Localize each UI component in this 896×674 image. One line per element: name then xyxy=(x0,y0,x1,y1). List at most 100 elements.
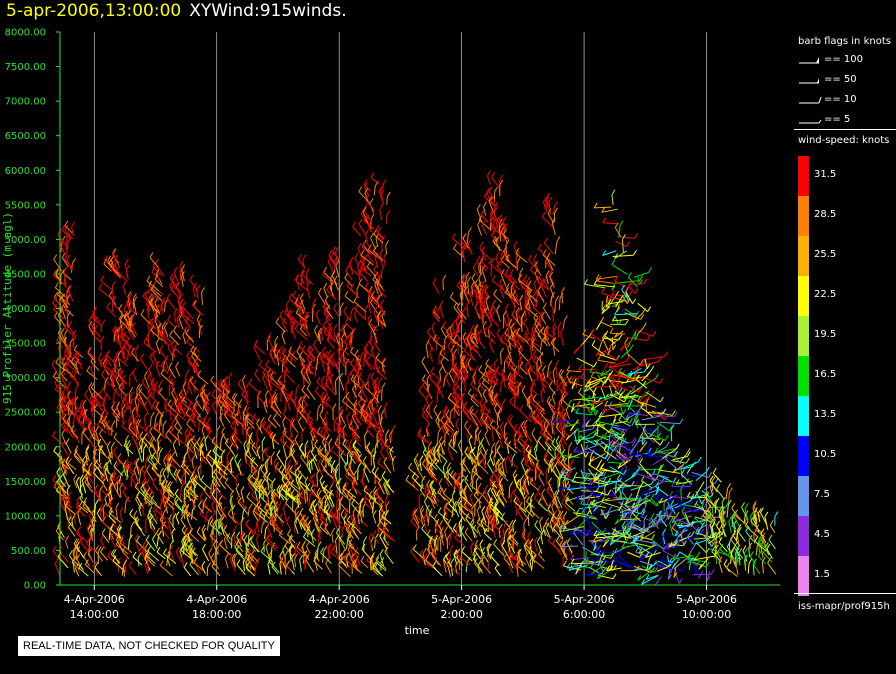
wind-barb-flag xyxy=(364,182,368,188)
wind-barb xyxy=(219,465,226,477)
wind-barb xyxy=(417,432,430,444)
wind-barb xyxy=(149,519,156,530)
wind-barb-flag xyxy=(75,527,80,534)
wind-barb-flag xyxy=(256,533,260,540)
wind-barb-flag xyxy=(367,244,372,250)
wind-barb xyxy=(146,560,150,572)
wind-barb-flag xyxy=(98,444,102,451)
wind-barb xyxy=(189,564,200,576)
wind-barb xyxy=(236,543,244,553)
wind-barb xyxy=(156,535,160,547)
wind-barb xyxy=(457,444,464,456)
wind-barb-flag xyxy=(160,522,165,529)
wind-barb-flag xyxy=(241,532,246,539)
wind-barb-flag xyxy=(198,500,202,507)
wind-barb-flag xyxy=(351,306,355,312)
wind-barb xyxy=(373,233,384,244)
wind-barb-flag xyxy=(238,399,243,405)
wind-barb xyxy=(168,367,176,379)
wind-barb xyxy=(160,499,169,509)
wind-barb-flag xyxy=(85,444,90,450)
wind-barb xyxy=(99,512,102,521)
wind-barb-flag xyxy=(246,406,250,412)
wind-barb-flag xyxy=(171,451,175,458)
wind-barb xyxy=(124,501,127,514)
wind-barb xyxy=(64,507,69,521)
wind-barb-flag xyxy=(131,406,136,413)
wind-barb xyxy=(143,342,156,353)
wind-barb-flag xyxy=(372,530,377,536)
wind-barb-flag xyxy=(260,416,265,423)
wind-barb xyxy=(108,515,117,524)
wind-barb-flag xyxy=(320,426,325,433)
wind-barb xyxy=(506,446,510,454)
wind-barb-flag xyxy=(147,318,152,325)
wind-barb-flag xyxy=(333,324,338,330)
wind-barb-flag xyxy=(363,344,368,350)
wind-barb xyxy=(72,335,75,345)
wind-barb xyxy=(186,423,195,433)
wind-barb-flag xyxy=(333,275,338,281)
wind-barb xyxy=(299,298,306,310)
wind-barb xyxy=(187,491,191,502)
wind-barb xyxy=(363,209,371,221)
wind-barb-flag xyxy=(267,332,272,339)
wind-barb-flag xyxy=(422,404,427,410)
wind-barb-flag xyxy=(480,209,485,216)
wind-barb xyxy=(426,379,429,392)
wind-barb xyxy=(266,525,273,539)
wind-barb-flag xyxy=(67,348,72,354)
wind-barb-flag xyxy=(173,495,178,501)
wind-barb-flag xyxy=(274,507,279,514)
wind-barb-flag xyxy=(159,345,164,351)
wind-barb xyxy=(240,522,243,535)
wind-barb xyxy=(119,487,122,498)
wind-profile xyxy=(405,453,430,566)
wind-barb-flag xyxy=(286,353,291,360)
wind-barb-flag xyxy=(341,332,346,338)
wind-barb-flag xyxy=(150,321,155,327)
wind-barb xyxy=(234,442,239,451)
wind-barb xyxy=(299,559,302,572)
wind-barb xyxy=(380,304,386,316)
wind-barb xyxy=(140,314,151,325)
wind-barb-flag xyxy=(154,314,159,321)
wind-barb-flag xyxy=(219,460,224,466)
wind-barb xyxy=(183,567,192,577)
wind-barb-flag xyxy=(119,339,124,345)
wind-barb xyxy=(76,546,85,559)
wind-barb-flag xyxy=(163,507,167,514)
wind-barb-flag xyxy=(455,418,460,424)
wind-barb xyxy=(248,440,257,450)
wind-barb xyxy=(80,412,90,423)
wind-barb-flag xyxy=(344,553,349,559)
wind-barb xyxy=(368,422,380,435)
wind-barb xyxy=(431,555,440,566)
wind-barb-flag xyxy=(161,479,166,485)
wind-barb xyxy=(54,382,64,394)
wind-barb xyxy=(273,393,279,403)
wind-barb-flag xyxy=(279,558,284,564)
wind-barb-flag xyxy=(62,469,67,476)
wind-barb-flag xyxy=(478,494,483,501)
wind-barb-flag xyxy=(68,320,73,327)
wind-barb xyxy=(182,334,187,345)
wind-barb-flag xyxy=(308,504,313,510)
wind-barb-flag xyxy=(76,496,81,502)
wind-barb xyxy=(141,382,153,395)
wind-barb-flag xyxy=(259,491,264,497)
wind-barb xyxy=(242,561,245,571)
wind-barb-flag xyxy=(433,513,438,520)
wind-barb xyxy=(60,488,69,500)
wind-barb xyxy=(431,327,437,340)
wind-barb-flag xyxy=(78,414,83,420)
wind-barb xyxy=(338,564,351,578)
wind-barb-flag xyxy=(115,350,120,357)
wind-barb-flag xyxy=(319,353,323,359)
wind-barb-flag xyxy=(272,508,277,515)
wind-barb-flag xyxy=(98,415,103,422)
wind-barb-flag xyxy=(241,389,246,396)
wind-barb-flag xyxy=(330,272,335,279)
wind-barb-flag xyxy=(349,450,354,457)
wind-barb xyxy=(54,563,61,576)
